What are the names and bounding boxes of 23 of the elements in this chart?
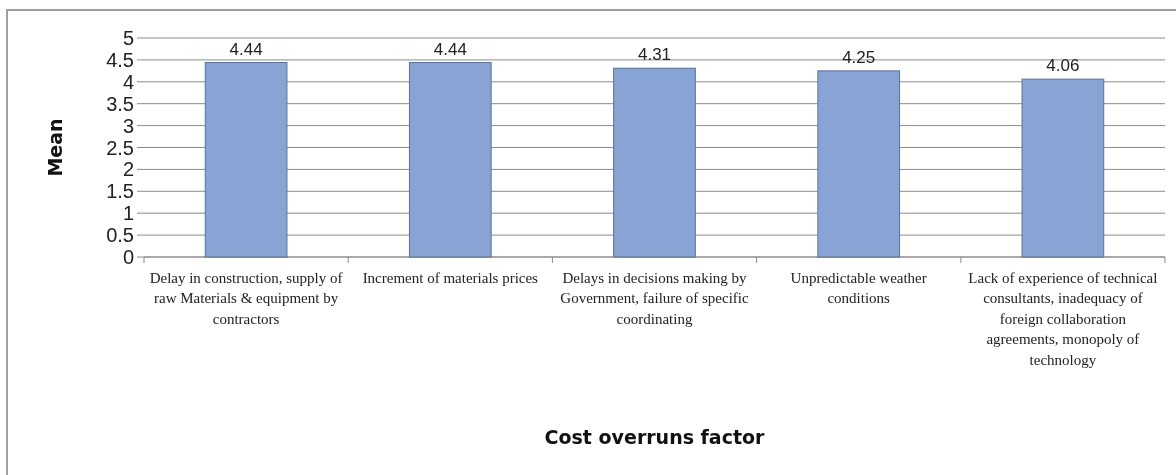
y-tick-label: 3.5 bbox=[106, 92, 134, 115]
y-axis-title: Mean bbox=[43, 118, 66, 177]
data-label: 4.06 bbox=[1046, 56, 1080, 76]
x-tick-label: Delay in construction, supply of raw Materials & equipment by contractors bbox=[149, 270, 343, 327]
y-tick-label: 4 bbox=[122, 70, 134, 93]
x-tick-label: Lack of experience of technical consultants, inadequacy of foreign collaboration agreements, monopoly of technology bbox=[968, 270, 1158, 368]
x-tick-label: Increment of materials prices bbox=[362, 270, 539, 286]
y-tick-label: 2.5 bbox=[106, 136, 134, 159]
y-tick-label: 5 bbox=[122, 27, 134, 49]
y-tick-label: 3 bbox=[122, 114, 134, 137]
y-tick-label: 4.5 bbox=[106, 48, 134, 71]
x-tick-label: Delays in decisions making by Government, failure of specific coordinating bbox=[560, 270, 749, 327]
y-tick-label: 1 bbox=[122, 202, 134, 225]
x-tick-label: Unpredictable weather conditions bbox=[790, 270, 927, 307]
y-tick-label: 2 bbox=[122, 158, 134, 181]
y-tick-label: 0 bbox=[122, 246, 134, 268]
data-label: 4.44 bbox=[229, 39, 263, 59]
y-tick-label: 0.5 bbox=[106, 224, 134, 247]
y-tick-label: 1.5 bbox=[106, 180, 134, 203]
data-label: 4.44 bbox=[433, 39, 467, 59]
data-label: 4.25 bbox=[842, 47, 876, 67]
data-label: 4.31 bbox=[637, 45, 672, 65]
x-axis-title: Cost overruns factor bbox=[544, 426, 766, 448]
